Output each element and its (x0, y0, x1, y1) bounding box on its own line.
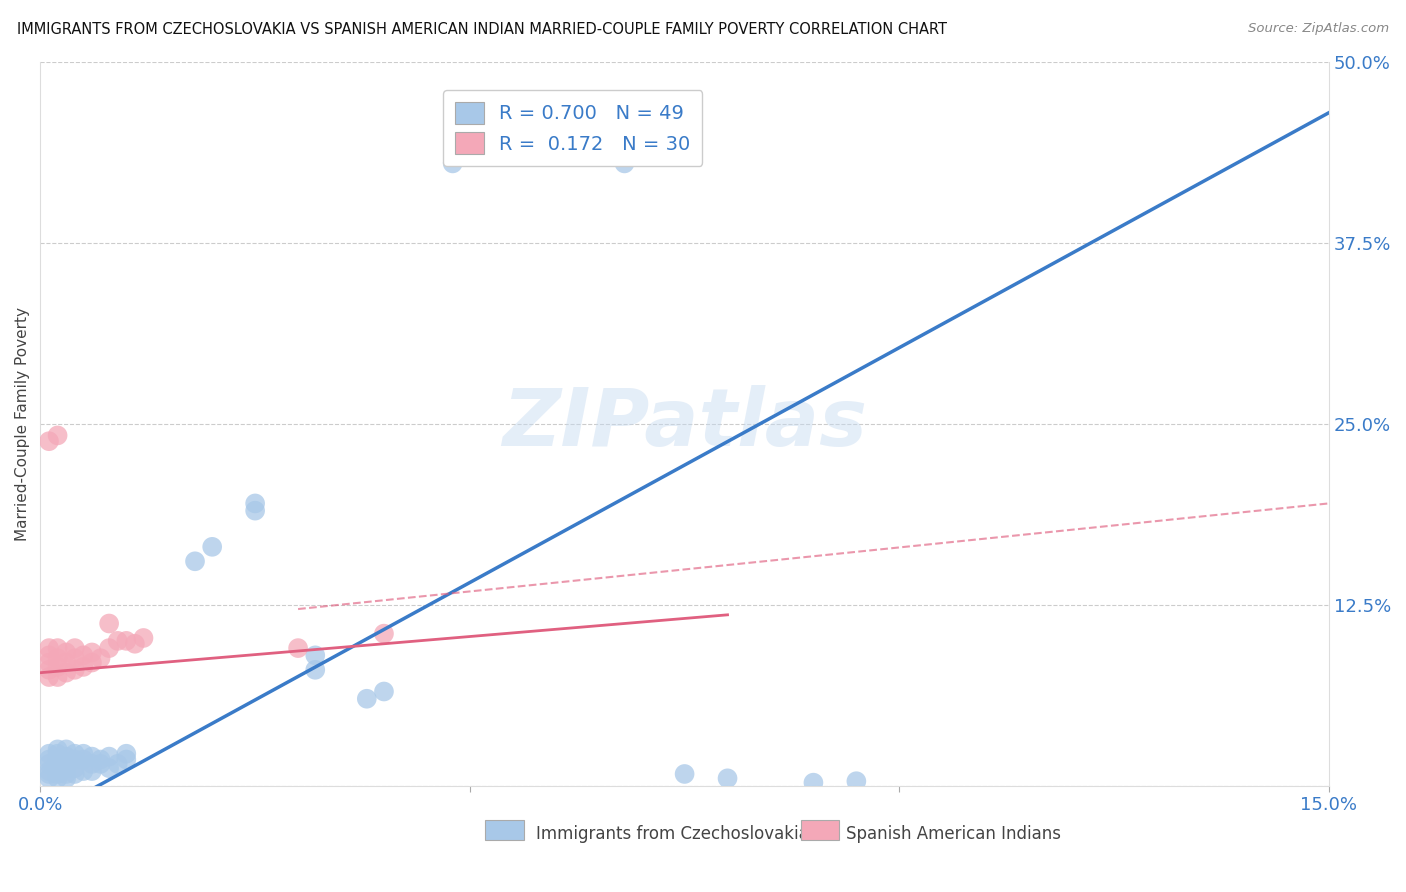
Point (115, 752, 138, 766)
Point (46, 742, 69, 756)
Point (38, 747, 60, 761)
Point (55, 656, 77, 670)
Point (63, 767, 86, 781)
Point (107, 756, 129, 771)
Point (98, 616, 121, 631)
Point (243, 496, 266, 510)
FancyBboxPatch shape (800, 820, 839, 839)
Point (304, 663, 326, 677)
Point (115, 633, 138, 648)
Point (304, 648, 326, 663)
Point (46, 660, 69, 674)
Point (55, 772, 77, 786)
Point (90, 752, 112, 766)
Point (845, 774, 868, 789)
Point (80, 656, 103, 670)
Point (38, 670, 60, 684)
Point (115, 747, 138, 761)
Point (46, 772, 69, 786)
Point (124, 637, 146, 651)
Point (90, 651, 112, 665)
Point (55, 742, 77, 756)
Point (72, 752, 94, 766)
Point (72, 747, 94, 761)
Point (55, 645, 77, 659)
Text: Immigrants from Czechoslovakia: Immigrants from Czechoslovakia (537, 825, 810, 843)
Point (46, 670, 69, 684)
Point (72, 648, 94, 663)
Point (63, 761, 86, 775)
Point (63, 747, 86, 761)
Point (46, 767, 69, 781)
Point (803, 775, 825, 789)
Point (38, 756, 60, 771)
Point (63, 651, 86, 665)
Point (98, 749, 121, 764)
Point (63, 663, 86, 677)
Point (38, 648, 60, 663)
Point (38, 434, 60, 449)
Point (373, 626, 395, 640)
Point (38, 772, 60, 786)
Point (55, 749, 77, 764)
Point (38, 656, 60, 670)
Point (55, 756, 77, 771)
Point (201, 540, 224, 554)
Point (72, 660, 94, 674)
Point (90, 756, 112, 771)
Point (98, 641, 121, 656)
Point (184, 554, 207, 568)
Point (98, 761, 121, 775)
Point (55, 761, 77, 775)
Y-axis label: Married-Couple Family Poverty: Married-Couple Family Poverty (15, 307, 30, 541)
Text: IMMIGRANTS FROM CZECHOSLOVAKIA VS SPANISH AMERICAN INDIAN MARRIED-COUPLE FAMILY : IMMIGRANTS FROM CZECHOSLOVAKIA VS SPANIS… (17, 22, 946, 37)
Text: Spanish American Indians: Spanish American Indians (845, 825, 1060, 843)
Point (63, 752, 86, 766)
Point (243, 503, 266, 517)
Point (107, 633, 129, 648)
Point (38, 767, 60, 781)
Point (46, 651, 69, 665)
Point (373, 684, 395, 698)
Point (38, 752, 60, 766)
Point (287, 641, 309, 656)
Point (80, 645, 103, 659)
Point (441, 156, 464, 170)
Point (46, 761, 69, 775)
Point (63, 641, 86, 656)
Text: Source: ZipAtlas.com: Source: ZipAtlas.com (1249, 22, 1389, 36)
Point (55, 665, 77, 680)
Point (613, 156, 636, 170)
Point (716, 772, 738, 786)
Point (55, 767, 77, 781)
Point (673, 767, 696, 781)
Point (46, 747, 69, 761)
FancyBboxPatch shape (485, 820, 523, 839)
Point (46, 428, 69, 442)
Point (38, 764, 60, 778)
Point (80, 764, 103, 778)
Text: ZIPatlas: ZIPatlas (502, 384, 868, 463)
Point (46, 641, 69, 656)
Point (72, 764, 94, 778)
Point (80, 749, 103, 764)
Legend: R = 0.700   N = 49, R =  0.172   N = 30: R = 0.700 N = 49, R = 0.172 N = 30 (443, 90, 703, 166)
Point (356, 691, 378, 706)
Point (132, 631, 155, 645)
Point (80, 756, 103, 771)
Point (46, 752, 69, 766)
Point (38, 641, 60, 656)
Point (38, 663, 60, 677)
